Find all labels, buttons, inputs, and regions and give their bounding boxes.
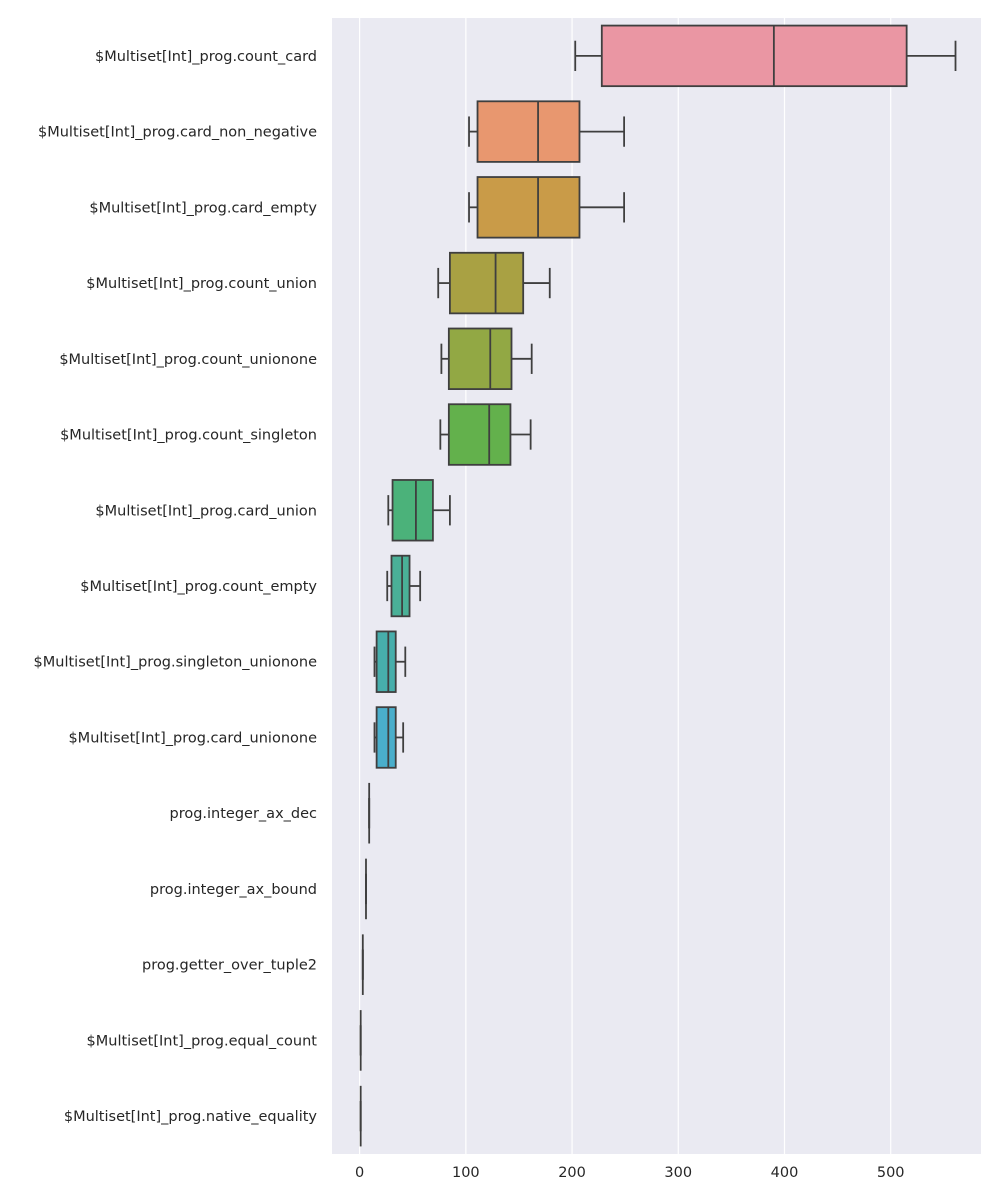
category-label: $Multiset[Int]_prog.card_empty [89,200,317,216]
category-label: $Multiset[Int]_prog.native_equality [64,1109,318,1125]
box-item [386,554,422,618]
category-label: $Multiset[Int]_prog.card_union [95,503,317,519]
x-tick-label: 300 [664,1165,692,1181]
category-label: $Multiset[Int]_prog.count_singleton [60,428,317,444]
box-iqr [391,479,434,542]
category-label: $Multiset[Int]_prog.card_non_negative [38,125,317,141]
box-iqr [375,706,397,769]
box-iqr [600,24,908,88]
category-label: $Multiset[Int]_prog.count_unionone [59,352,317,368]
box-item [439,403,532,466]
box-iqr [390,554,411,618]
box-iqr [447,327,513,390]
category-label: $Multiset[Int]_prog.count_empty [80,579,317,595]
category-label: $Multiset[Int]_prog.count_union [86,276,317,292]
category-label: prog.integer_ax_dec [169,806,317,822]
box-item [373,630,407,693]
category-label: $Multiset[Int]_prog.card_unionone [68,730,317,746]
box-item [574,24,957,88]
box-iqr [449,251,525,315]
box-iqr [476,176,581,239]
box-iqr [476,100,581,163]
box-item [437,251,551,315]
box-item [373,706,405,769]
category-label: prog.getter_over_tuple2 [142,958,317,974]
x-tick-label: 200 [558,1165,586,1181]
box-item [387,479,451,542]
category-label: prog.integer_ax_bound [150,882,317,898]
x-tick-label: 400 [771,1165,799,1181]
box-iqr [447,403,512,466]
x-tick-label: 500 [877,1165,905,1181]
plot-background [332,18,981,1154]
category-label: $Multiset[Int]_prog.equal_count [87,1033,318,1049]
box-item [440,327,533,390]
category-labels: $Multiset[Int]_prog.count_card $Multiset[… [34,49,318,1125]
category-label: $Multiset[Int]_prog.singleton_unionone [34,655,318,671]
box-iqr [375,630,397,693]
box-item [468,176,626,239]
boxes [359,24,957,1147]
x-tick-label: 0 [355,1165,364,1181]
x-tick-label: 100 [452,1165,480,1181]
category-label: $Multiset[Int]_prog.count_card [95,49,317,65]
box-item [468,100,626,163]
x-tick-labels: 0 100 200 300 400 500 [355,1165,905,1181]
